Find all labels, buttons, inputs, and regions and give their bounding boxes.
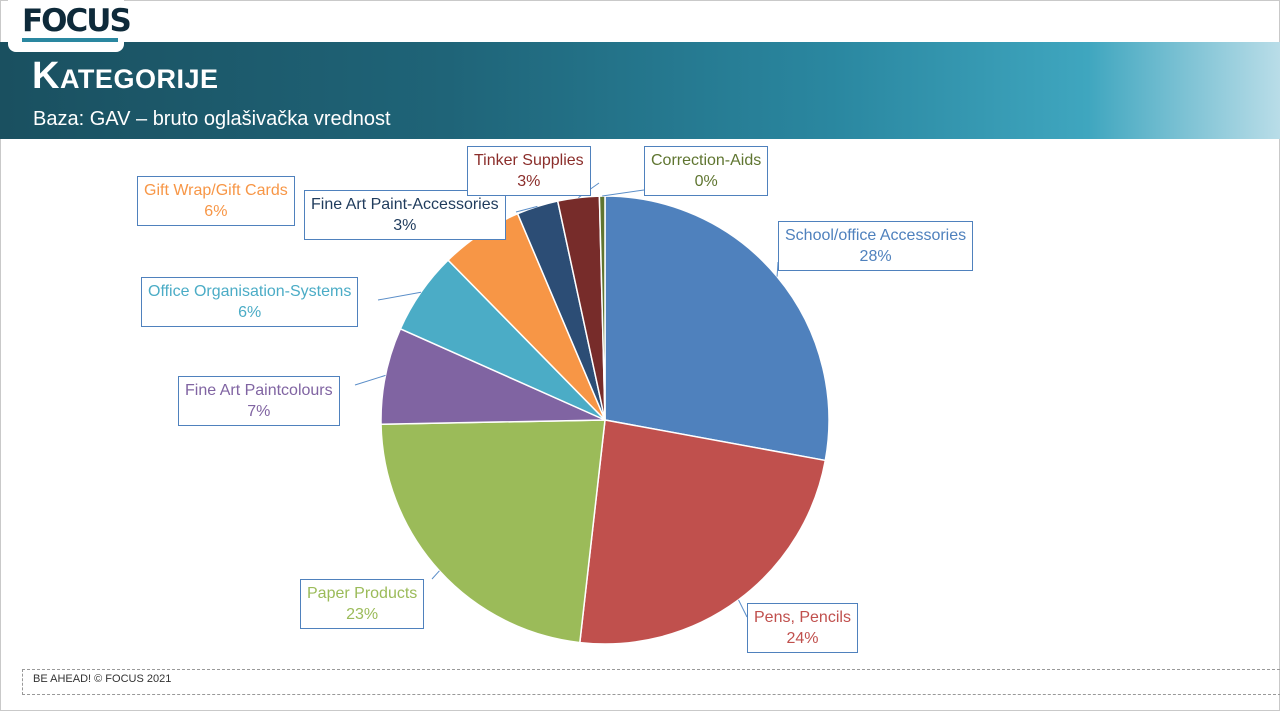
data-label-name: Fine Art Paint-Accessories (311, 196, 499, 213)
footer-divider (22, 669, 1280, 670)
data-label-name: Fine Art Paintcolours (185, 382, 333, 399)
data-label-name: Gift Wrap/Gift Cards (144, 182, 288, 199)
leader-line (515, 205, 538, 213)
leader-line (377, 291, 422, 301)
data-label-percent: 28% (859, 248, 892, 265)
data-label: Office Organisation-Systems 6% (141, 277, 359, 327)
leader-line (431, 570, 440, 580)
logo: FOCUS (8, 0, 132, 52)
pie-slice-pens-pencils (578, 419, 827, 645)
data-label: Fine Art Paint-Accessories 3% (304, 190, 506, 240)
data-label-name: Tinker Supplies (474, 152, 584, 169)
leader-line (738, 599, 748, 618)
data-label-percent: 3% (517, 173, 541, 190)
data-label-name: Correction-Aids (651, 152, 762, 169)
pie-slice-school-office-accessories (604, 195, 830, 462)
data-label-percent: 6% (204, 203, 228, 220)
data-label-name: School/office Accessories (785, 227, 967, 244)
data-label: Fine Art Paintcolours 7% (178, 376, 340, 426)
data-label: Tinker Supplies 3% (467, 146, 591, 196)
logo-underline (22, 38, 118, 42)
data-label: Paper Products 23% (300, 579, 425, 629)
data-label: School/office Accessories 28% (778, 221, 974, 271)
data-label-percent: 0% (694, 173, 718, 190)
leader-line (602, 189, 645, 197)
data-label-name: Office Organisation-Systems (148, 283, 352, 300)
data-label-name: Paper Products (307, 585, 418, 602)
footer-text: BE AHEAD! © FOCUS 2021 (33, 673, 172, 685)
data-label-percent: 3% (393, 217, 417, 234)
data-label-name: Pens, Pencils (754, 609, 851, 626)
data-label: Gift Wrap/Gift Cards 6% (137, 176, 295, 226)
data-label-percent: 24% (786, 630, 819, 647)
header-band (0, 42, 1280, 139)
page-title: Kategorije (32, 55, 219, 97)
footer-box (22, 669, 1280, 695)
logo-text: FOCUS (22, 3, 132, 39)
leader-line (354, 374, 386, 386)
data-label-percent: 23% (346, 606, 379, 623)
data-label-percent: 7% (247, 403, 271, 420)
data-label: Correction-Aids 0% (644, 146, 769, 196)
page-subtitle: Baza: GAV – bruto oglašivačka vrednost (33, 108, 391, 130)
data-label: Pens, Pencils 24% (747, 603, 858, 653)
data-label-percent: 6% (238, 304, 262, 321)
leader-line (776, 261, 779, 277)
